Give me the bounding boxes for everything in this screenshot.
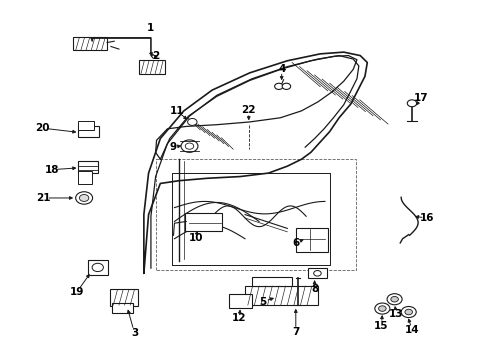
FancyBboxPatch shape <box>78 161 98 173</box>
Text: 10: 10 <box>188 233 203 243</box>
FancyBboxPatch shape <box>112 303 133 314</box>
Circle shape <box>282 83 291 89</box>
Text: 2: 2 <box>152 51 159 61</box>
Text: 13: 13 <box>389 309 404 319</box>
Text: 5: 5 <box>259 297 267 307</box>
Circle shape <box>379 306 386 311</box>
Text: 12: 12 <box>232 312 246 323</box>
FancyBboxPatch shape <box>308 268 327 278</box>
Bar <box>245 286 318 305</box>
Circle shape <box>185 143 194 149</box>
Text: 19: 19 <box>70 287 84 297</box>
Circle shape <box>407 100 416 107</box>
FancyBboxPatch shape <box>110 289 138 306</box>
Circle shape <box>314 271 321 276</box>
Text: 1: 1 <box>147 23 154 33</box>
Circle shape <box>188 118 197 125</box>
Circle shape <box>92 263 103 271</box>
Text: 17: 17 <box>414 93 429 103</box>
Text: 22: 22 <box>242 105 256 115</box>
Text: 7: 7 <box>292 327 299 337</box>
Text: 16: 16 <box>420 213 435 223</box>
Circle shape <box>401 306 416 318</box>
Text: 18: 18 <box>45 165 59 175</box>
Circle shape <box>79 194 89 202</box>
Circle shape <box>405 309 413 315</box>
FancyBboxPatch shape <box>78 171 92 184</box>
FancyBboxPatch shape <box>88 260 108 275</box>
FancyBboxPatch shape <box>296 228 328 252</box>
FancyBboxPatch shape <box>229 294 252 308</box>
Circle shape <box>75 192 93 204</box>
Circle shape <box>274 83 283 89</box>
Bar <box>74 37 107 50</box>
FancyBboxPatch shape <box>78 126 99 138</box>
Text: 14: 14 <box>405 325 420 335</box>
Circle shape <box>387 294 402 305</box>
Text: 9: 9 <box>170 142 177 152</box>
Text: 4: 4 <box>278 64 285 74</box>
Text: 8: 8 <box>311 284 318 294</box>
Circle shape <box>375 303 390 314</box>
Text: 20: 20 <box>35 123 50 133</box>
Circle shape <box>391 297 398 302</box>
FancyBboxPatch shape <box>185 213 222 231</box>
Text: 6: 6 <box>292 238 299 248</box>
Text: 21: 21 <box>36 193 51 203</box>
Text: 3: 3 <box>131 328 138 338</box>
FancyBboxPatch shape <box>78 121 94 130</box>
Text: 11: 11 <box>170 106 184 116</box>
Bar <box>252 278 292 286</box>
Text: 15: 15 <box>374 321 389 331</box>
Circle shape <box>181 140 198 152</box>
Bar <box>139 60 165 73</box>
